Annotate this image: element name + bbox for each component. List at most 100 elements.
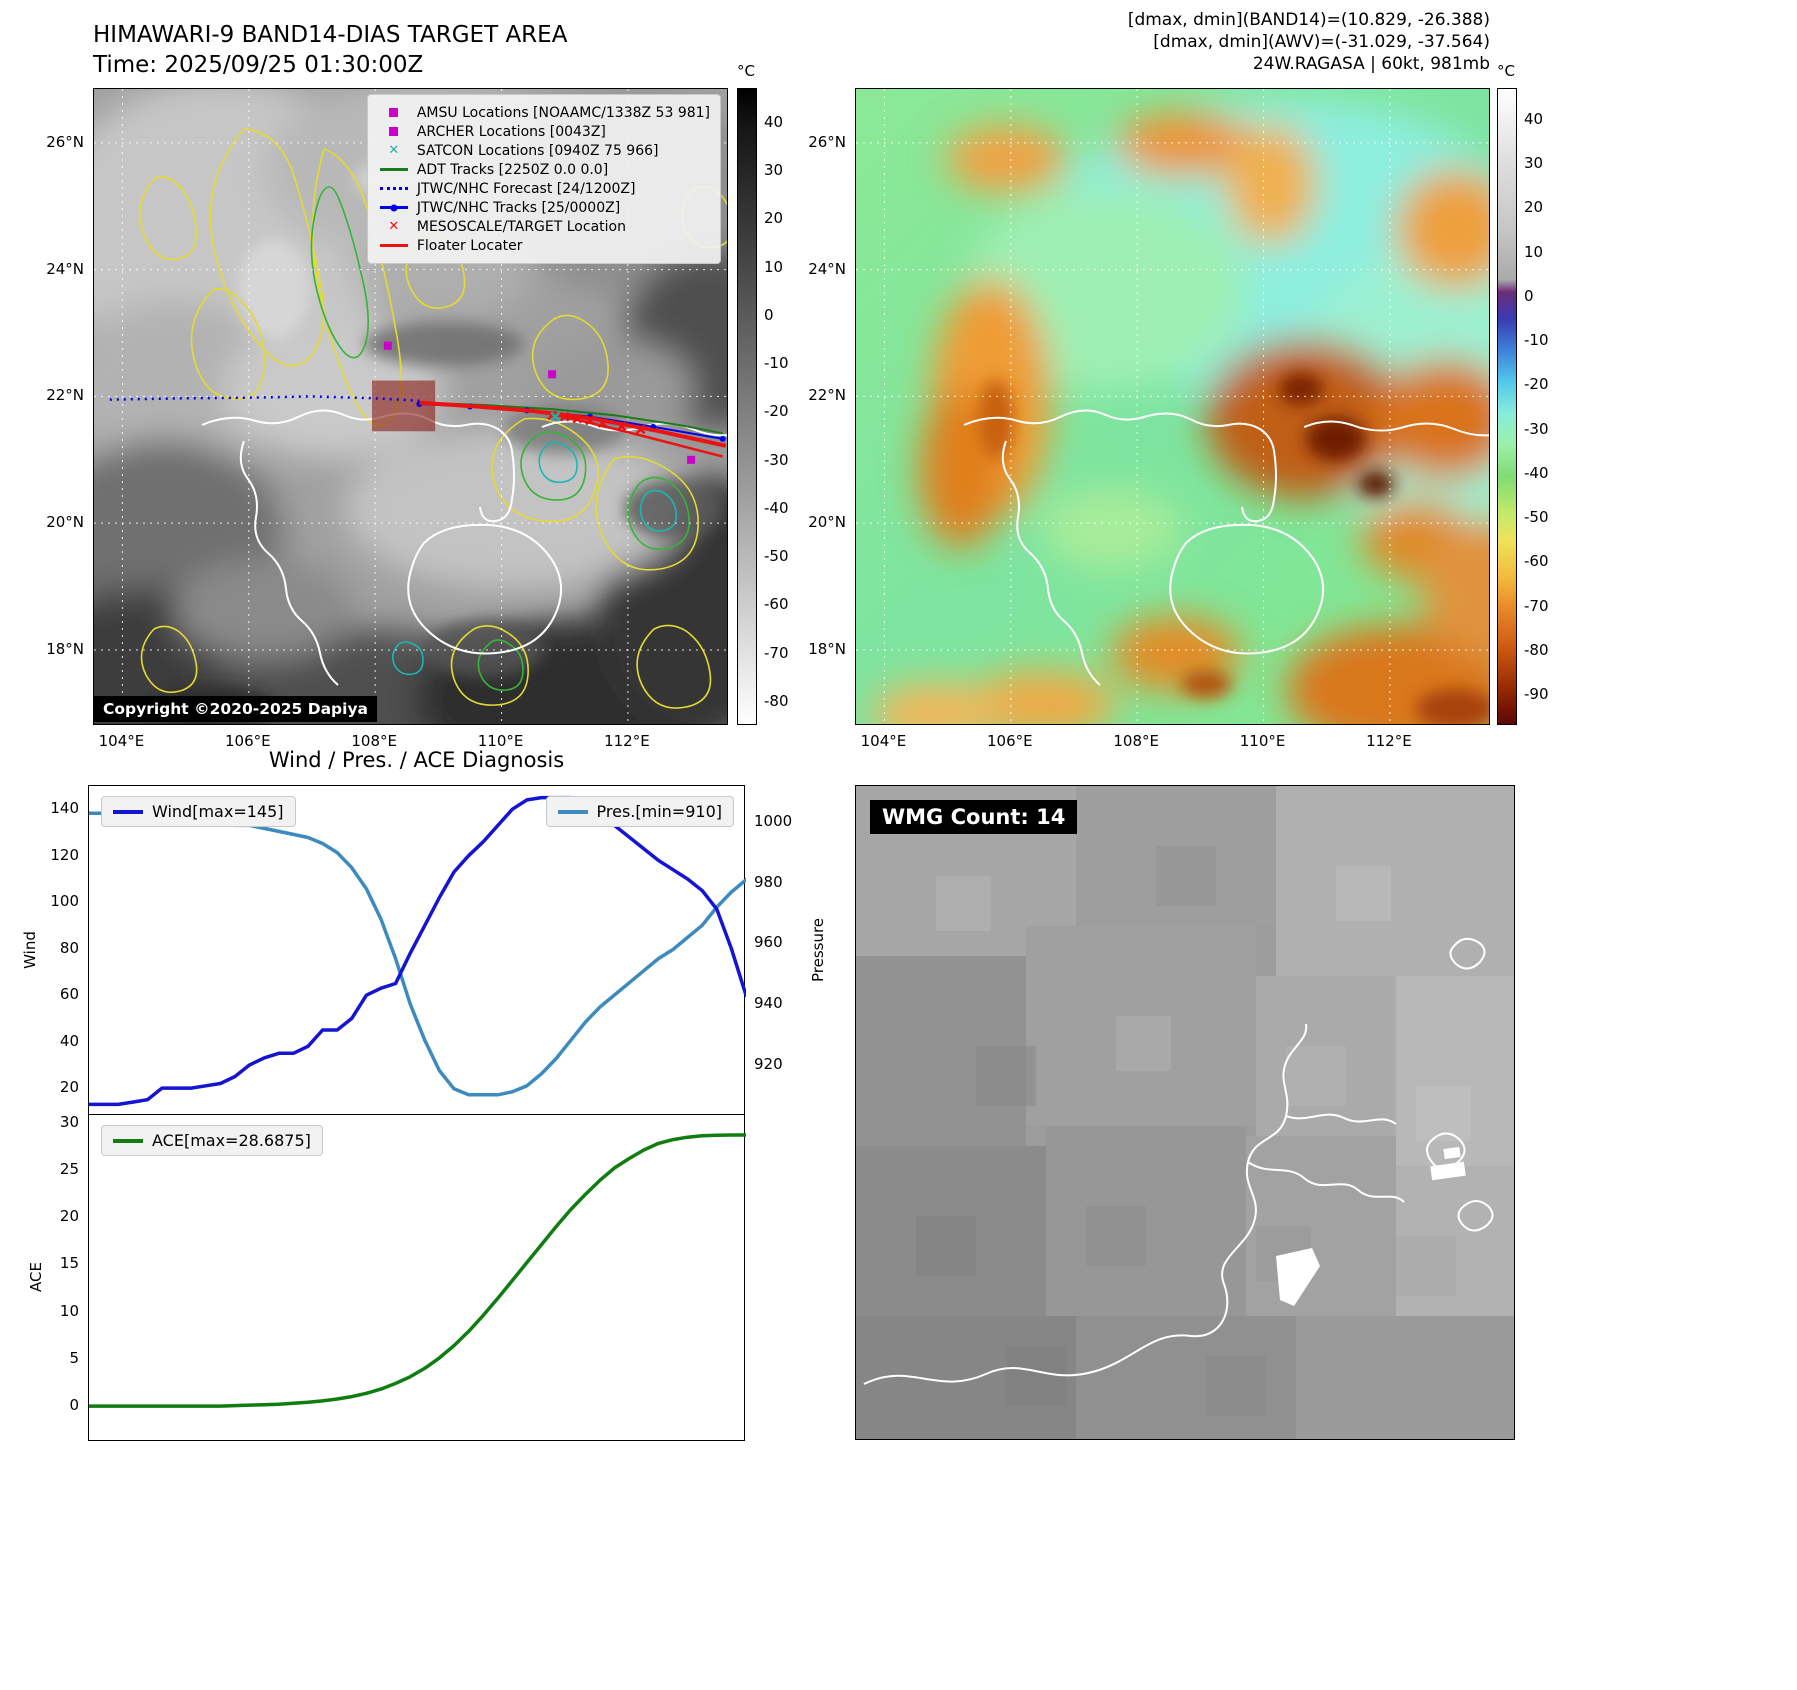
- pressure-line-swatch-icon: [557, 809, 588, 814]
- tick-label: 18°N: [808, 639, 846, 658]
- tick-label: 960: [754, 933, 783, 952]
- tick-label: 108°E: [351, 732, 397, 750]
- tick-label: 40: [764, 112, 784, 131]
- tick-label: 26°N: [808, 132, 846, 151]
- tick-label: 0: [764, 305, 774, 324]
- tick-label: 106°E: [224, 732, 271, 750]
- tick-label: 1000: [754, 812, 793, 831]
- band14-colorbar: [737, 88, 757, 725]
- wmg-art: [856, 786, 1514, 1439]
- tick-label: -80: [1524, 640, 1549, 659]
- pressure-legend-label: Pres.[min=910]: [596, 802, 722, 821]
- legend-item: ADT Tracks [2250Z 0.0 0.0]: [378, 160, 710, 179]
- legend-label: AMSU Locations [NOAAMC/1338Z 53 981]: [416, 104, 710, 121]
- map-legend: AMSU Locations [NOAAMC/1338Z 53 981] ARCH…: [366, 94, 721, 264]
- tick-label: 10: [59, 1301, 79, 1320]
- square-marker-icon: [378, 124, 410, 140]
- legend-item: Floater Locater: [378, 236, 710, 255]
- tick-label: 22°N: [46, 386, 84, 405]
- tick-label: 112°E: [1366, 732, 1412, 750]
- colorbar-unit: °C: [737, 62, 755, 80]
- wind-legend-label: Wind[max=145]: [152, 802, 284, 821]
- dmax-dmin-awv: [dmax, dmin](AWV)=(-31.029, -37.564): [1153, 32, 1490, 52]
- tick-label: -20: [1524, 375, 1549, 394]
- wind-pressure-chart: Wind[max=145] Pres.[min=910]: [88, 785, 746, 1115]
- tick-label: 980: [754, 872, 783, 891]
- tick-label: -60: [764, 595, 789, 614]
- tick-label: 24°N: [808, 259, 846, 278]
- awv-moisture-field: [871, 99, 1489, 724]
- tick-label: 104°E: [98, 732, 145, 750]
- legend-label: Floater Locater: [416, 237, 523, 254]
- tick-label: 0: [1524, 286, 1534, 305]
- x-marker-icon: ✕: [388, 218, 400, 234]
- tick-label: 140: [50, 799, 79, 818]
- tick-label: 40: [59, 1031, 79, 1050]
- legend-label: MESOSCALE/TARGET Location: [416, 218, 626, 235]
- tick-label: -30: [1524, 419, 1549, 438]
- tick-label: -50: [1524, 508, 1549, 527]
- dmax-dmin-band14: [dmax, dmin](BAND14)=(10.829, -26.388): [1127, 10, 1490, 30]
- tick-label: 920: [754, 1054, 783, 1073]
- copyright-label: Copyright ©2020-2025 Dapiya: [94, 696, 378, 722]
- wmg-count-label: WMG Count: 14: [870, 800, 1078, 834]
- contour-lines-teal: [391, 441, 678, 676]
- band14-time: Time: 2025/09/25 01:30:00Z: [93, 52, 424, 78]
- awv-art: [856, 89, 1489, 724]
- tick-label: 10: [1524, 242, 1544, 261]
- tick-label: 20: [59, 1207, 79, 1226]
- tick-label: 22°N: [808, 386, 846, 405]
- tick-label: 25: [59, 1159, 79, 1178]
- tick-label: 106°E: [986, 732, 1033, 750]
- awv-colorbar: [1497, 88, 1517, 725]
- legend-label: ARCHER Locations [0043Z]: [416, 123, 606, 140]
- pressure-axis-label: Pressure: [809, 917, 827, 983]
- pixel-blocks: [856, 786, 1514, 1439]
- wmg-white-patches: [1276, 1146, 1466, 1306]
- line-marker-icon: [378, 162, 410, 178]
- tick-label: -30: [764, 450, 789, 469]
- wmg-image: WMG Count: 14: [855, 785, 1515, 1440]
- tick-label: 940: [754, 993, 783, 1012]
- tick-label: 18°N: [46, 639, 84, 658]
- tick-label: -40: [764, 498, 789, 517]
- tick-label: 110°E: [477, 732, 524, 750]
- tick-label: 5: [69, 1348, 79, 1367]
- colorbar-unit: °C: [1497, 62, 1515, 80]
- ace-legend: ACE[max=28.6875]: [101, 1125, 323, 1156]
- tick-label: 30: [59, 1112, 79, 1131]
- cloud-field: [94, 89, 727, 724]
- legend-item: ✕ MESOSCALE/TARGET Location: [378, 217, 710, 236]
- tick-label: 15: [59, 1254, 79, 1273]
- dotted-marker-icon: [378, 181, 410, 197]
- grid-lines: [856, 89, 1489, 724]
- legend-item: ARCHER Locations [0043Z]: [378, 122, 710, 141]
- tick-label: -70: [764, 643, 789, 662]
- legend-label: JTWC/NHC Tracks [25/0000Z]: [416, 199, 621, 216]
- wind-line-swatch-icon: [113, 809, 143, 814]
- line-dot-marker-icon: [378, 200, 410, 216]
- tick-label: 108°E: [1113, 732, 1159, 750]
- ace-line-swatch-icon: [113, 1138, 143, 1143]
- tick-label: 104°E: [860, 732, 907, 750]
- tick-label: 112°E: [604, 732, 650, 750]
- awv-dry-cores: [978, 373, 1489, 724]
- ace-chart: ACE[max=28.6875]: [88, 1114, 746, 1441]
- tick-label: -10: [1524, 331, 1549, 350]
- tick-label: 20°N: [808, 513, 846, 532]
- band14-title: HIMAWARI-9 BAND14-DIAS TARGET AREA: [93, 22, 568, 48]
- tick-label: -80: [764, 691, 789, 710]
- legend-item: ✕ SATCON Locations [0940Z 75 966]: [378, 141, 710, 160]
- band14-satellite-map: AMSU Locations [NOAAMC/1338Z 53 981] ARCH…: [93, 88, 728, 725]
- wind-pressure-plot: [89, 795, 746, 1107]
- awv-satellite-map: [855, 88, 1490, 725]
- tick-label: 20: [1524, 198, 1544, 217]
- tick-label: -60: [1524, 552, 1549, 571]
- legend-label: JTWC/NHC Forecast [24/1200Z]: [416, 180, 636, 197]
- tick-label: 0: [69, 1396, 79, 1415]
- legend-label: SATCON Locations [0940Z 75 966]: [416, 142, 659, 159]
- storm-info: 24W.RAGASA | 60kt, 981mb: [1252, 54, 1490, 74]
- contour-lines-green: [310, 186, 690, 692]
- tick-label: 24°N: [46, 259, 84, 278]
- tick-label: 120: [50, 845, 79, 864]
